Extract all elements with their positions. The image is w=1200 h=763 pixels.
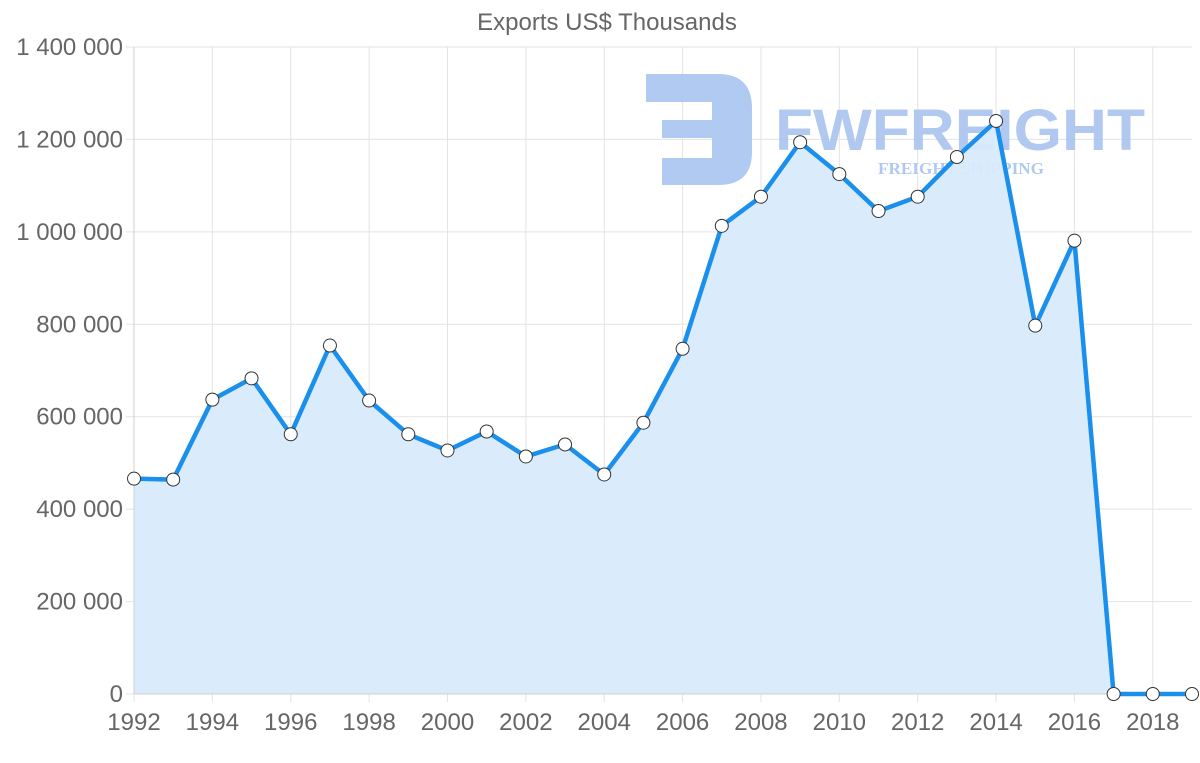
data-point[interactable] bbox=[283, 427, 298, 442]
data-point[interactable] bbox=[1106, 687, 1121, 701]
data-point[interactable] bbox=[1067, 233, 1082, 248]
x-tick-label: 2014 bbox=[969, 709, 1022, 736]
axes bbox=[133, 47, 1192, 695]
data-point[interactable] bbox=[166, 472, 181, 487]
x-tick-label: 2010 bbox=[813, 709, 866, 736]
x-tick-label: 2018 bbox=[1126, 709, 1179, 736]
x-tick-label: 2006 bbox=[656, 709, 709, 736]
data-point[interactable] bbox=[558, 437, 573, 452]
area-fill bbox=[134, 120, 1192, 694]
data-point[interactable] bbox=[949, 149, 964, 164]
data-point[interactable] bbox=[910, 189, 925, 204]
x-tick-label: 1994 bbox=[186, 709, 239, 736]
x-tick-label: 1992 bbox=[107, 709, 160, 736]
data-point[interactable] bbox=[1028, 318, 1043, 333]
data-point[interactable] bbox=[440, 443, 455, 458]
data-point[interactable] bbox=[1185, 687, 1199, 701]
data-point[interactable] bbox=[675, 341, 690, 356]
data-point[interactable] bbox=[832, 167, 847, 182]
data-point[interactable] bbox=[636, 415, 651, 430]
data-point[interactable] bbox=[205, 392, 220, 407]
data-point[interactable] bbox=[244, 371, 259, 386]
x-tick-label: 2002 bbox=[499, 709, 552, 736]
y-tick-label: 1 200 000 bbox=[16, 126, 123, 153]
y-tick-label: 0 bbox=[110, 681, 123, 708]
logo-mark-icon bbox=[646, 74, 752, 185]
watermark-logo: FWFREIGHT FREIGHT SHIPPING bbox=[646, 74, 1145, 185]
data-point[interactable] bbox=[479, 424, 494, 439]
x-tick-label: 2004 bbox=[578, 709, 631, 736]
data-point[interactable] bbox=[1145, 687, 1160, 701]
data-point[interactable] bbox=[322, 338, 337, 353]
y-axis-labels: 0 200 000 400 000 600 000 800 000 1 000 000 1 … bbox=[16, 34, 123, 708]
x-tick-label: 2016 bbox=[1048, 709, 1101, 736]
y-tick-label: 200 000 bbox=[36, 589, 123, 616]
data-line bbox=[133, 118, 1192, 697]
x-tick-label: 2000 bbox=[421, 709, 474, 736]
x-tick-label: 2008 bbox=[734, 709, 787, 736]
chart-title: Exports US$ Thousands bbox=[477, 9, 737, 36]
data-point[interactable] bbox=[753, 189, 768, 204]
data-point[interactable] bbox=[989, 113, 1004, 128]
x-tick-label: 1998 bbox=[342, 709, 395, 736]
data-points bbox=[127, 113, 1199, 701]
x-axis-labels: 1992 1994 1996 1998 2000 2002 2004 2006 2008 2010… bbox=[107, 709, 1179, 736]
data-point[interactable] bbox=[518, 449, 533, 464]
data-point[interactable] bbox=[597, 467, 612, 482]
y-tick-label: 800 000 bbox=[36, 311, 123, 338]
data-point[interactable] bbox=[362, 393, 377, 408]
y-tick-label: 1 400 000 bbox=[16, 34, 123, 61]
data-point[interactable] bbox=[401, 427, 416, 442]
data-point[interactable] bbox=[793, 135, 808, 150]
data-point[interactable] bbox=[127, 471, 141, 486]
x-tick-label: 2012 bbox=[891, 709, 944, 736]
data-point[interactable] bbox=[714, 218, 729, 233]
x-tick-label: 1996 bbox=[264, 709, 317, 736]
y-tick-label: 1 000 000 bbox=[16, 219, 123, 246]
y-tick-label: 600 000 bbox=[36, 404, 123, 431]
y-tick-label: 400 000 bbox=[36, 496, 123, 523]
data-point[interactable] bbox=[871, 204, 886, 219]
